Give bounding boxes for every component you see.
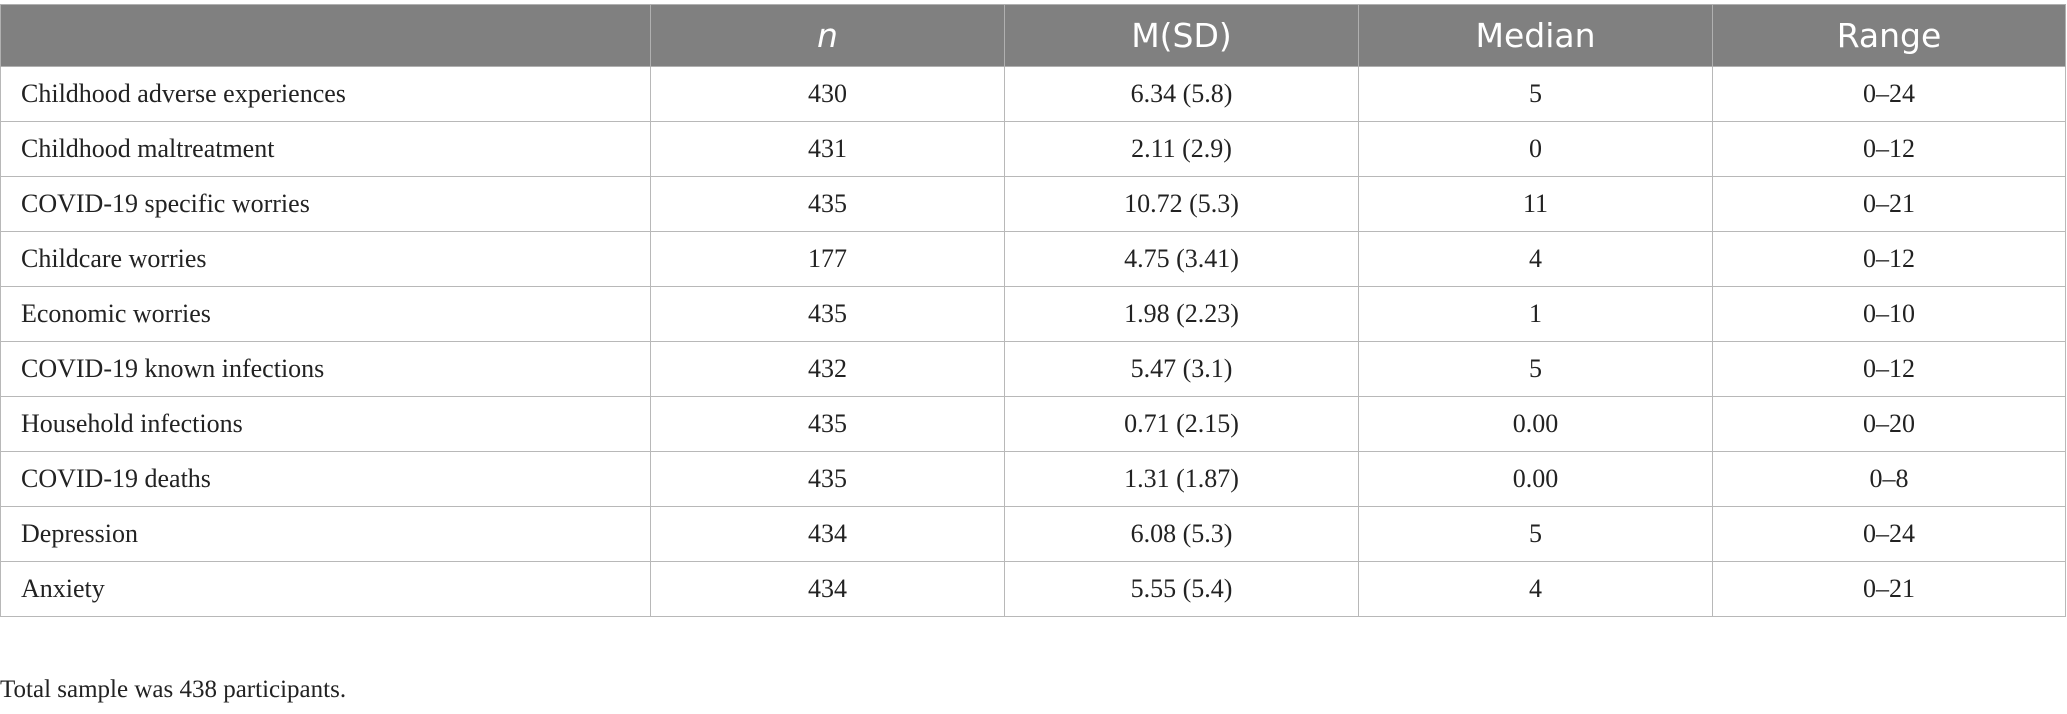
cell: 2.11 (2.9): [1004, 121, 1359, 177]
cell: 0.00: [1358, 396, 1713, 452]
cell: 434: [650, 506, 1005, 562]
cell: 435: [650, 286, 1005, 342]
cell: 6.34 (5.8): [1004, 66, 1359, 122]
cell: 4: [1358, 231, 1713, 287]
cell: 11: [1358, 176, 1713, 232]
header-row: n M(SD) Median Range: [0, 4, 2066, 67]
row-label: Anxiety: [0, 561, 651, 617]
row-label: COVID-19 deaths: [0, 451, 651, 507]
table-row: Childhood adverse experiences 430 6.34 (5.…: [0, 66, 2066, 122]
cell: 5: [1358, 341, 1713, 397]
cell: 435: [650, 176, 1005, 232]
cell: 4: [1358, 561, 1713, 617]
cell: 1.31 (1.87): [1004, 451, 1359, 507]
cell: 0.00: [1358, 451, 1713, 507]
footnote: Total sample was 438 participants.: [0, 676, 347, 703]
cell: 0.71 (2.15): [1004, 396, 1359, 452]
cell: 435: [650, 396, 1005, 452]
row-label: Depression: [0, 506, 651, 562]
cell: 432: [650, 341, 1005, 397]
table-row: COVID-19 deaths 435 1.31 (1.87) 0.00 0–8: [0, 451, 2066, 507]
cell: 0–21: [1712, 176, 2066, 232]
cell: 5: [1358, 66, 1713, 122]
cell: 5: [1358, 506, 1713, 562]
table-row: Depression 434 6.08 (5.3) 5 0–24: [0, 506, 2066, 562]
cell: 5.55 (5.4): [1004, 561, 1359, 617]
table-body: Childhood adverse experiences 430 6.34 (5.…: [0, 66, 2066, 617]
row-label: Childhood maltreatment: [0, 121, 651, 177]
cell: 1: [1358, 286, 1713, 342]
cell: 0–24: [1712, 506, 2066, 562]
cell: 434: [650, 561, 1005, 617]
table-row: COVID-19 known infections 432 5.47 (3.1) 5 0…: [0, 341, 2066, 397]
header-cell: n: [650, 4, 1005, 67]
row-label: Childhood adverse experiences: [0, 66, 651, 122]
cell: 1.98 (2.23): [1004, 286, 1359, 342]
row-label: Childcare worries: [0, 231, 651, 287]
cell: 430: [650, 66, 1005, 122]
table-row: Household infections 435 0.71 (2.15) 0.00 0–…: [0, 396, 2066, 452]
cell: 5.47 (3.1): [1004, 341, 1359, 397]
table-row: COVID-19 specific worries 435 10.72 (5.3) 1…: [0, 176, 2066, 232]
cell: 0–20: [1712, 396, 2066, 452]
cell: 0–12: [1712, 121, 2066, 177]
row-label: COVID-19 known infections: [0, 341, 651, 397]
cell: 0–8: [1712, 451, 2066, 507]
cell: 0–12: [1712, 341, 2066, 397]
cell: 0–12: [1712, 231, 2066, 287]
table-row: Anxiety 434 5.55 (5.4) 4 0–21: [0, 561, 2066, 617]
cell: 0–10: [1712, 286, 2066, 342]
header-cell: Median: [1358, 4, 1713, 67]
table-row: Economic worries 435 1.98 (2.23) 1 0–10: [0, 286, 2066, 342]
cell: 435: [650, 451, 1005, 507]
cell: 4.75 (3.41): [1004, 231, 1359, 287]
row-label: COVID-19 specific worries: [0, 176, 651, 232]
table-row: Childcare worries 177 4.75 (3.41) 4 0–12: [0, 231, 2066, 287]
header-cell: [0, 4, 651, 67]
row-label: Economic worries: [0, 286, 651, 342]
cell: 431: [650, 121, 1005, 177]
cell: 0–21: [1712, 561, 2066, 617]
cell: 6.08 (5.3): [1004, 506, 1359, 562]
cell: 177: [650, 231, 1005, 287]
header-cell: M(SD): [1004, 4, 1359, 67]
row-label: Household infections: [0, 396, 651, 452]
table-row: Childhood maltreatment 431 2.11 (2.9) 0 0–12: [0, 121, 2066, 177]
cell: 0–24: [1712, 66, 2066, 122]
header-cell: Range: [1712, 4, 2066, 67]
data-table: n M(SD) Median Range Childhood adverse expe…: [0, 4, 2066, 617]
cell: 10.72 (5.3): [1004, 176, 1359, 232]
cell: 0: [1358, 121, 1713, 177]
